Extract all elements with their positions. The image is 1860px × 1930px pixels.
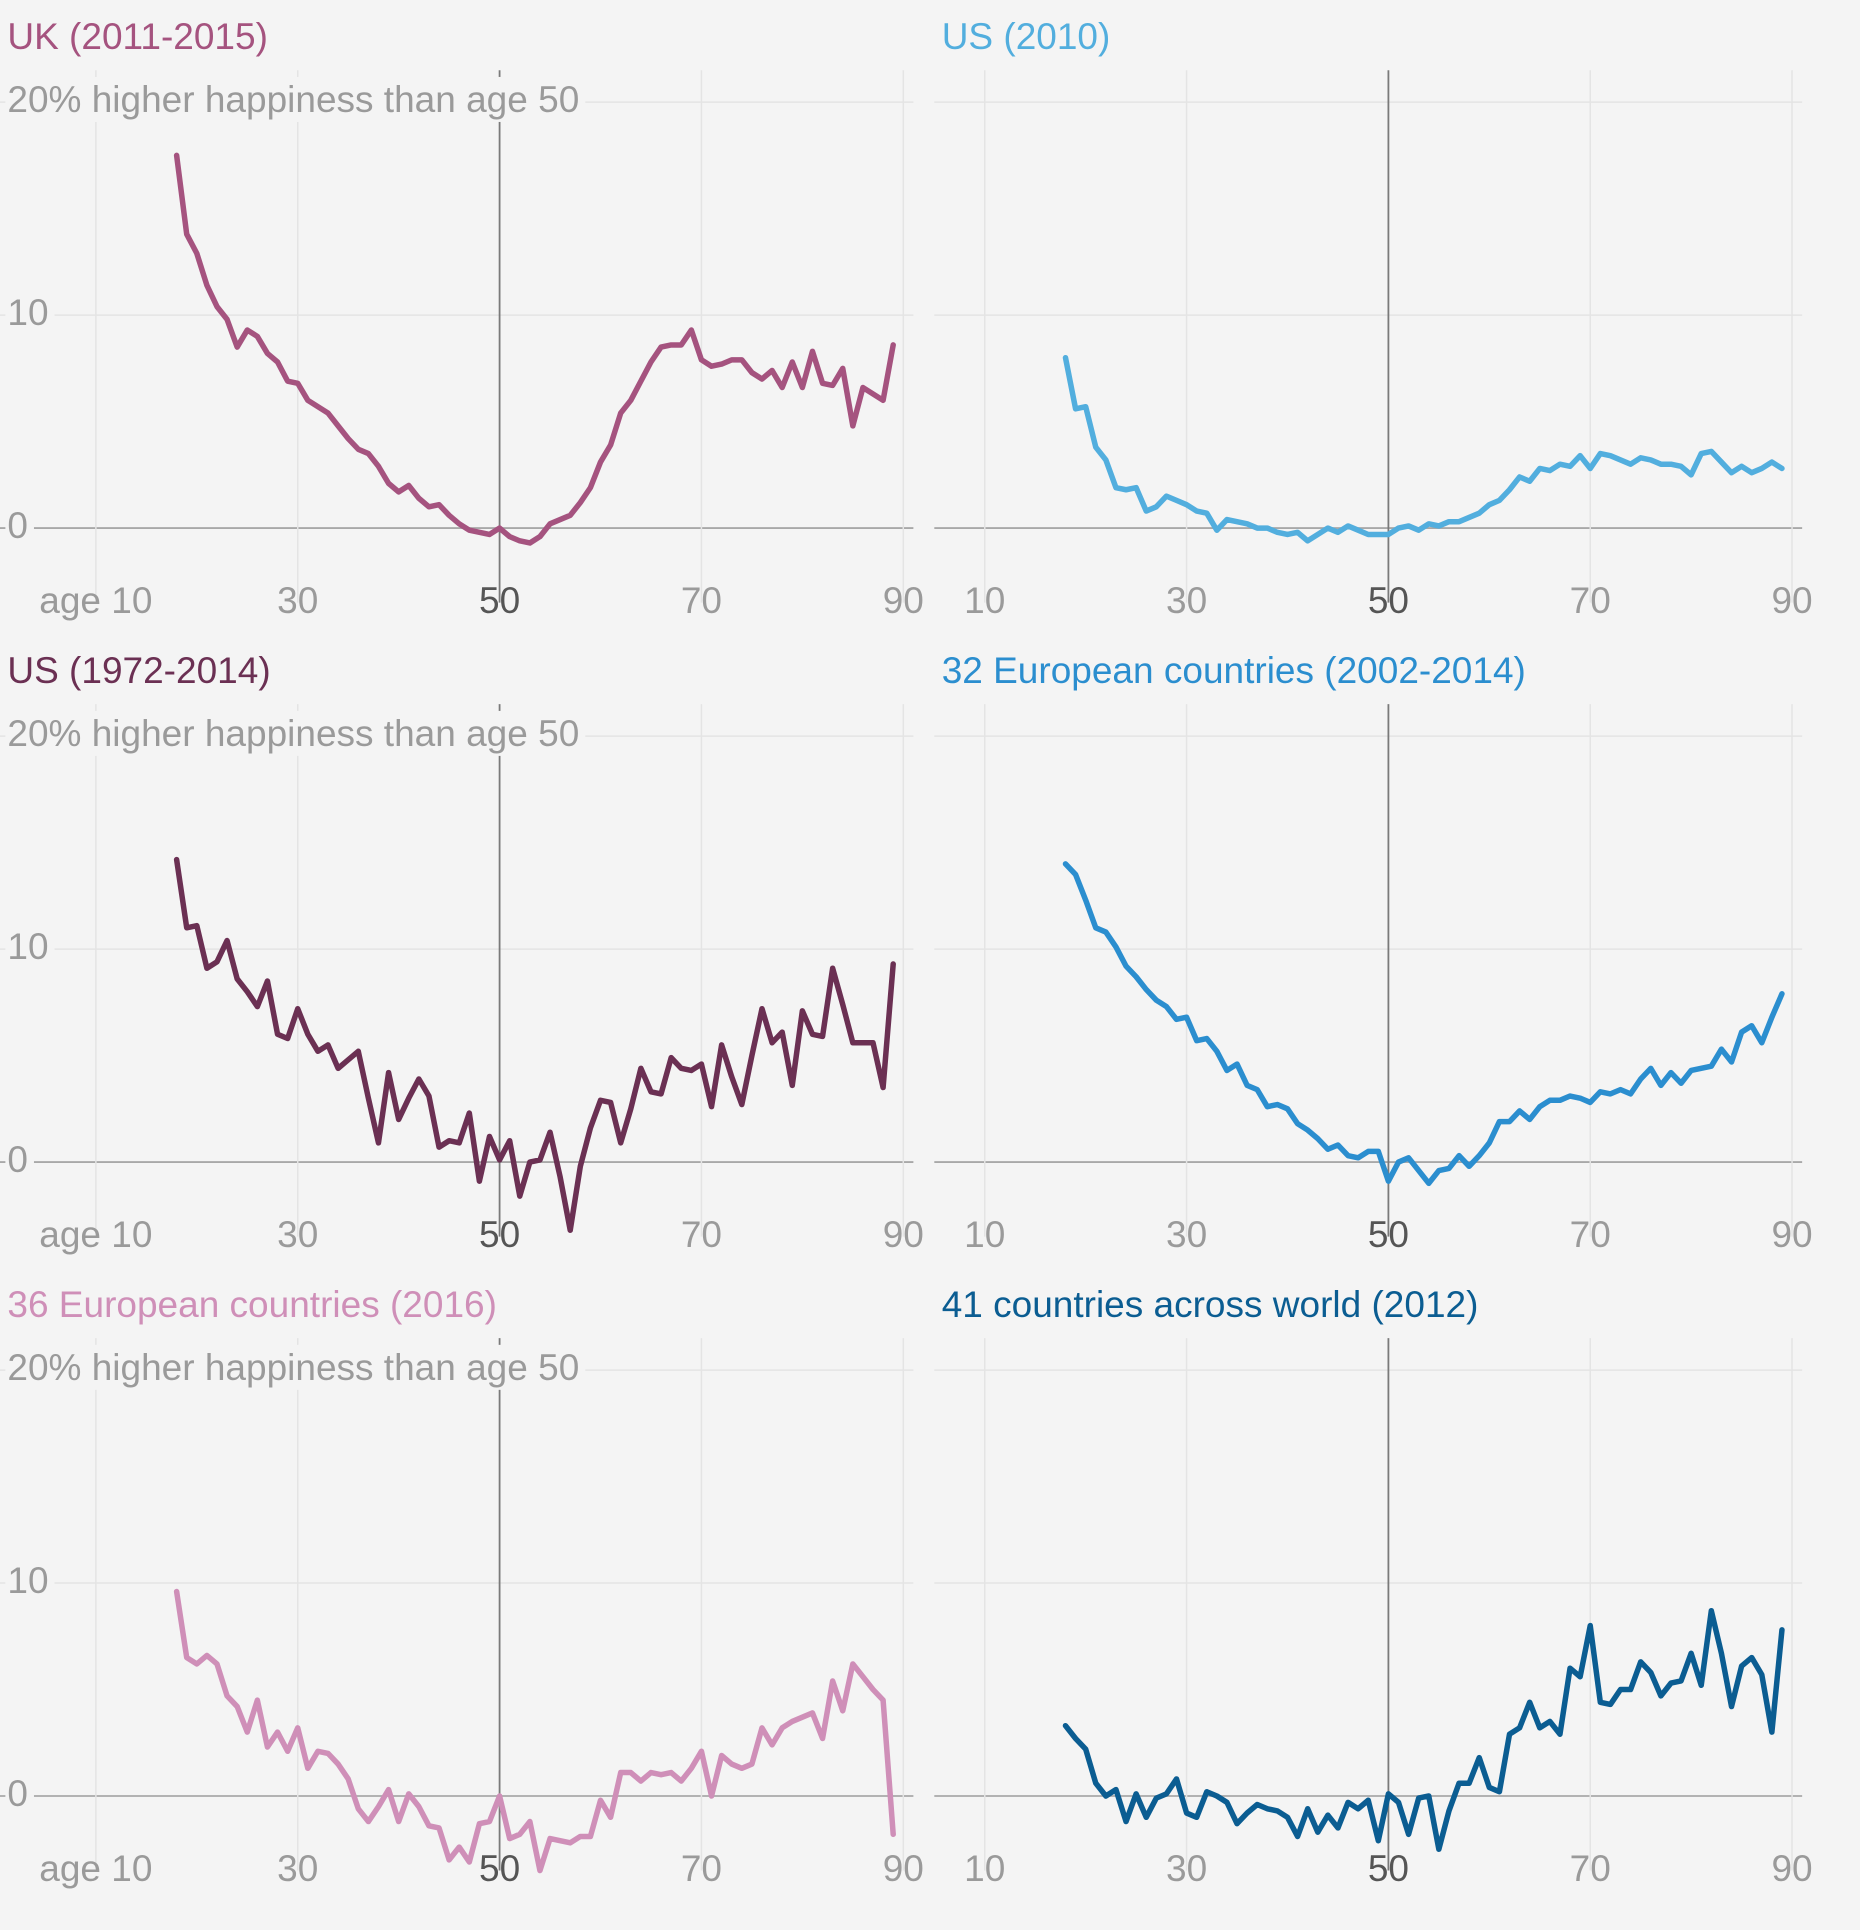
panel-title: US (1972-2014)	[7, 650, 270, 691]
panel: 36 European countries (2016) age 10 30 50 70…	[0, 1284, 924, 1889]
data-line	[173, 1588, 896, 1874]
label-background	[5, 289, 55, 335]
x-tick-label: 10	[964, 1848, 1005, 1889]
panel: 41 countries across world (2012) 10 30 50 70…	[934, 1284, 1813, 1889]
x-tick-label: 90	[883, 1214, 924, 1255]
x-tick-label: 90	[1771, 1214, 1812, 1255]
x-tick-label: 70	[681, 580, 722, 621]
y-tick-label: 0	[7, 505, 28, 546]
label-background	[5, 76, 586, 122]
y-tick-label: 20% higher happiness than age 50	[7, 79, 579, 120]
x-tick-label: 50	[1368, 580, 1409, 621]
data-line	[173, 856, 896, 1233]
x-tick-label: 70	[1570, 1214, 1611, 1255]
x-tick-label: 30	[1166, 1848, 1207, 1889]
x-tick-label: 90	[1771, 580, 1812, 621]
x-tick-label: 50	[479, 1848, 520, 1889]
y-tick-label: 10	[7, 1560, 48, 1601]
x-tick-label: 10	[964, 1214, 1005, 1255]
panel-title: 32 European countries (2002-2014)	[942, 650, 1526, 691]
label-background	[5, 710, 586, 756]
x-tick-label: 70	[1570, 580, 1611, 621]
x-tick-label: 30	[277, 580, 318, 621]
x-tick-label: 30	[1166, 580, 1207, 621]
panel: US (2010) 10 30 50 70 90	[934, 16, 1813, 621]
y-tick-label: 20% higher happiness than age 50	[7, 1347, 579, 1388]
x-tick-label: 30	[277, 1848, 318, 1889]
panel-title: 41 countries across world (2012)	[942, 1284, 1479, 1325]
label-background	[5, 1344, 586, 1390]
label-background	[5, 923, 55, 969]
data-line	[1062, 861, 1785, 1187]
panel-title: 36 European countries (2016)	[7, 1284, 497, 1325]
y-tick-label: 0	[7, 1139, 28, 1180]
panel-title: UK (2011-2015)	[7, 16, 268, 57]
x-tick-label: 50	[1368, 1214, 1409, 1255]
panel-title: US (2010)	[942, 16, 1111, 57]
x-tick-label: 50	[479, 1214, 520, 1255]
x-tick-label: 70	[681, 1214, 722, 1255]
y-tick-label: 20% higher happiness than age 50	[7, 713, 579, 754]
label-background	[5, 502, 34, 548]
x-tick-label: 30	[277, 1214, 318, 1255]
label-background	[5, 1557, 55, 1603]
y-tick-label: 0	[7, 1773, 28, 1814]
x-tick-label: 90	[883, 580, 924, 621]
x-tick-label: age 10	[39, 1848, 152, 1889]
data-line	[1062, 1607, 1785, 1852]
y-tick-label: 10	[7, 926, 48, 967]
panel: 32 European countries (2002-2014) 10 30 50 7…	[934, 650, 1813, 1255]
x-tick-label: 70	[1570, 1848, 1611, 1889]
x-tick-label: 10	[964, 580, 1005, 621]
label-background	[5, 1136, 34, 1182]
x-tick-label: 50	[479, 580, 520, 621]
x-tick-label: 30	[1166, 1214, 1207, 1255]
x-tick-label: 90	[883, 1848, 924, 1889]
data-line	[173, 152, 896, 546]
panel: US (1972-2014) age 10 30 50 70 90 0 10 20% highe…	[0, 650, 924, 1255]
x-tick-label: 70	[681, 1848, 722, 1889]
label-background	[5, 1770, 34, 1816]
x-tick-label: age 10	[39, 1214, 152, 1255]
panel: UK (2011-2015) age 10 30 50 70 90 0 10 20% highe…	[0, 16, 924, 621]
data-line	[1062, 354, 1785, 544]
x-tick-label: 50	[1368, 1848, 1409, 1889]
y-tick-label: 10	[7, 292, 48, 333]
x-tick-label: 90	[1771, 1848, 1812, 1889]
x-tick-label: age 10	[39, 580, 152, 621]
